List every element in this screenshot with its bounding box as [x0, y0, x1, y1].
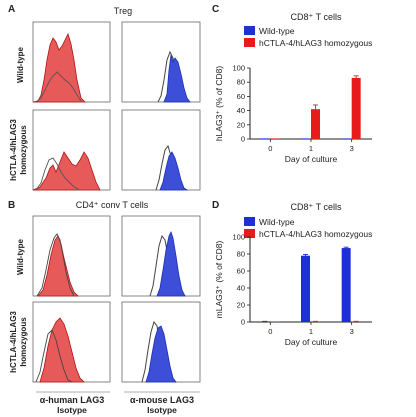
xlabel-human-lag3: α-human LAG3 — [40, 395, 105, 405]
chart-d-ytick-label-1: 20 — [237, 301, 245, 310]
chart-d-bar-0-2 — [341, 248, 351, 322]
chart-d-ylabel: mLAG3⁺ (% of CD8) — [214, 240, 224, 318]
chart-c-legend-label-0: Wild-type — [259, 26, 295, 36]
hist-a-hz-human — [32, 109, 111, 191]
chart-d-title: CD8⁺ T cells — [291, 202, 342, 212]
xlabel-human-isotype: Isotype — [57, 405, 87, 415]
chart-c-ytick-label-2: 40 — [237, 106, 245, 115]
chart-c-xtick-label-1: 1 — [309, 144, 313, 153]
chart-c-bar-0-0 — [260, 138, 270, 139]
chart-d-errorbar-0-0 — [262, 320, 268, 322]
hist-b-wt-human — [32, 215, 111, 297]
chart-d-xtick-label-1: 1 — [309, 327, 313, 336]
xlabel-mouse-lag3: α-mouse LAG3 — [130, 395, 194, 405]
chart-c-xtick-label-2: 3 — [350, 144, 354, 153]
chart-c-ytick-label-0: 0 — [241, 135, 245, 144]
chart-d-ytick-label-3: 60 — [237, 267, 245, 276]
chart-c-legend-swatch-1 — [244, 38, 255, 47]
chart-d-legend-label-0: Wild-type — [259, 217, 295, 227]
chart-c-ylabel: hLAG3⁺ (% of CD8) — [214, 66, 224, 142]
panel-letter-a: A — [8, 4, 15, 15]
chart-d-bar-0-1 — [301, 255, 310, 322]
chart-d-bar-1-0 — [270, 321, 280, 322]
panel-a-title: Treg — [114, 6, 132, 16]
hist-b-hz-mouse — [121, 301, 201, 383]
chart-c-ytick-label-4: 80 — [237, 78, 245, 87]
chart-d-ytick-label-0: 0 — [241, 318, 245, 327]
chart-d-errorbar-0-2 — [343, 246, 349, 249]
chart-c-bar-1-0 — [270, 138, 280, 139]
chart-d-ytick-label-2: 40 — [237, 284, 245, 293]
chart-d-xtick-label-2: 3 — [350, 327, 354, 336]
xlabel-mouse-isotype: Isotype — [147, 405, 177, 415]
bar-chart-c: CD8⁺ T cells Wild-type hCTLA-4/hLAG3 homoz… — [214, 12, 372, 164]
row-label-b-homozygous-2: homozygous — [19, 317, 28, 367]
chart-c-bar-1-2 — [351, 77, 361, 139]
chart-c-errorbar-1-2 — [353, 75, 359, 81]
chart-d-ytick-label-4: 80 — [237, 250, 245, 259]
chart-c-xlabel: Day of culture — [285, 154, 338, 164]
row-label-a-homozygous-2: homozygous — [19, 125, 28, 175]
row-label-b-homozygous-1: hCTLA-4/hLAG3 — [9, 311, 18, 373]
panel-letter-d: D — [212, 200, 219, 211]
chart-d-xtick-label-0: 0 — [268, 327, 272, 336]
chart-d-ytick-label-5: 100 — [232, 233, 245, 242]
panel-b-title: CD4⁺ conv T cells — [76, 200, 149, 210]
row-label-b-wildtype: Wild-type — [16, 238, 25, 274]
chart-c-legend-swatch-0 — [244, 26, 255, 35]
chart-c-ytick-label-5: 100 — [232, 64, 245, 73]
chart-c-xtick-label-0: 0 — [268, 144, 272, 153]
chart-c-ytick-label-1: 20 — [237, 120, 245, 129]
chart-d-xlabel: Day of culture — [285, 337, 338, 347]
chart-d-errorbar-1-1 — [313, 320, 318, 322]
chart-c-bar-0-1 — [301, 138, 310, 139]
hist-a-wt-mouse — [121, 21, 201, 103]
bar-chart-d: CD8⁺ T cells Wild-type hCTLA-4/hLAG3 homoz… — [214, 202, 372, 347]
chart-c-errorbar-1-1 — [313, 104, 318, 114]
chart-c-title: CD8⁺ T cells — [291, 12, 342, 22]
hist-b-hz-human — [32, 301, 111, 383]
panel-letter-b: B — [8, 200, 15, 211]
chart-c-legend-label-1: hCTLA-4/hLAG3 homozygous — [259, 38, 372, 48]
chart-d-errorbar-0-1 — [303, 253, 308, 257]
hist-b-wt-mouse — [121, 215, 201, 297]
chart-d-legend-label-1: hCTLA-4/hLAG3 homozygous — [259, 229, 372, 239]
chart-d-errorbar-1-2 — [353, 320, 359, 322]
row-label-a-homozygous-1: hCTLA-4/hLAG3 — [9, 119, 18, 181]
chart-c-bar-1-1 — [311, 109, 320, 139]
chart-c-bar-0-2 — [341, 138, 351, 139]
hist-a-hz-mouse — [121, 109, 201, 191]
panel-letter-c: C — [212, 4, 219, 15]
chart-d-legend-swatch-1 — [244, 229, 255, 238]
chart-c-ytick-label-3: 60 — [237, 92, 245, 101]
hist-a-wt-human — [32, 21, 111, 103]
chart-d-legend-swatch-0 — [244, 217, 255, 226]
row-label-a-wildtype: Wild-type — [16, 46, 25, 82]
